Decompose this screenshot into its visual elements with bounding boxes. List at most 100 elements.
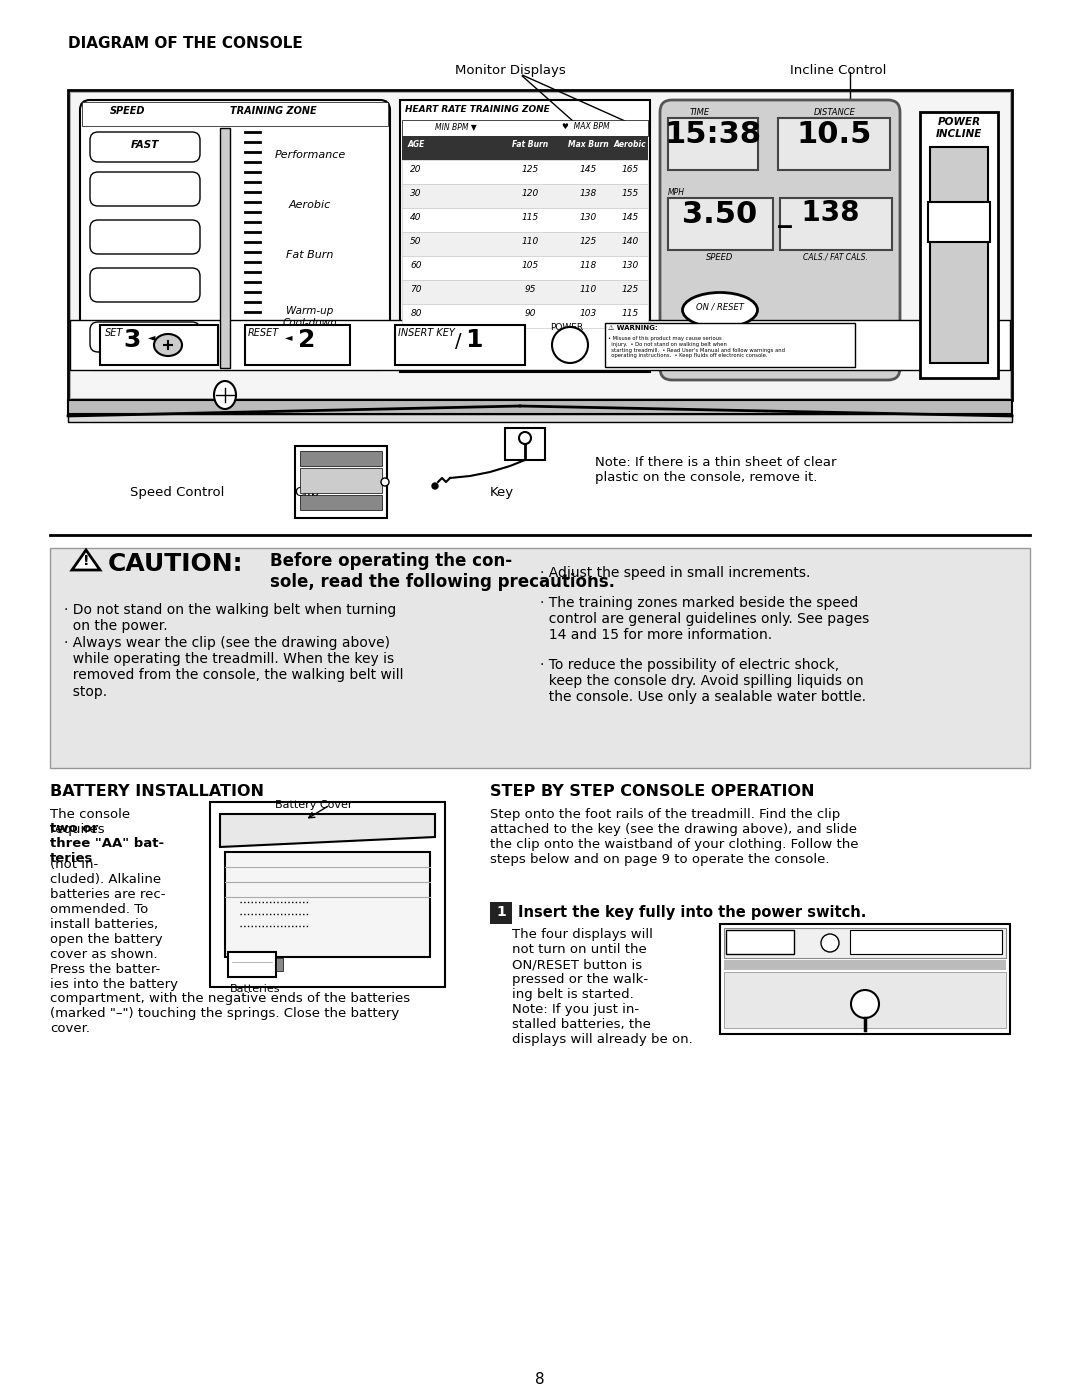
Bar	[70, 320, 1010, 370]
Text: starting treadmill
operating instruct: starting treadmill operating instruct	[885, 930, 922, 940]
Bar	[68, 414, 1012, 422]
Text: Incline Control: Incline Control	[789, 64, 887, 77]
Bar	[402, 208, 648, 232]
Bar	[245, 326, 350, 365]
Text: · Adjust the speed in small increments.: · Adjust the speed in small increments.	[540, 566, 810, 580]
Text: RESET: RESET	[248, 328, 280, 338]
Bar	[402, 120, 648, 136]
Text: The console
requires: The console requires	[50, 807, 130, 835]
FancyBboxPatch shape	[80, 101, 390, 370]
Text: 130: 130	[621, 261, 638, 270]
Text: 145: 145	[579, 165, 596, 175]
Text: MPH: MPH	[669, 189, 685, 197]
Text: 30: 30	[410, 189, 422, 198]
Bar	[850, 930, 1002, 954]
Text: 138: 138	[579, 189, 596, 198]
Bar	[210, 802, 445, 988]
Text: 125: 125	[621, 285, 638, 293]
Circle shape	[821, 935, 839, 951]
Bar	[669, 117, 758, 170]
Text: 8: 8	[536, 1372, 544, 1387]
Text: 40: 40	[410, 212, 422, 222]
Bar	[70, 92, 1010, 398]
Text: 60: 60	[410, 261, 422, 270]
Text: POWER
INCLINE: POWER INCLINE	[935, 117, 982, 138]
Bar	[228, 951, 276, 977]
Text: 110: 110	[579, 285, 596, 293]
Bar	[395, 326, 525, 365]
Text: 118: 118	[579, 261, 596, 270]
Text: Monitor Displays: Monitor Displays	[455, 64, 566, 77]
Text: Clip: Clip	[294, 486, 320, 499]
Text: 165: 165	[621, 165, 638, 175]
Text: CALS./ FAT CALS.: CALS./ FAT CALS.	[802, 253, 867, 263]
Text: ▼: ▼	[953, 332, 966, 351]
Bar	[669, 198, 773, 250]
Text: Fat Burn: Fat Burn	[512, 140, 548, 149]
Text: ▲: ▲	[953, 149, 966, 168]
Text: Step onto the foot rails of the treadmill. Find the clip
attached to the key (se: Step onto the foot rails of the treadmil…	[490, 807, 859, 866]
Text: 130: 130	[579, 212, 596, 222]
Bar	[300, 468, 382, 493]
Text: /: /	[455, 332, 461, 351]
Text: 115: 115	[621, 309, 638, 319]
Bar	[928, 203, 990, 242]
Circle shape	[851, 990, 879, 1018]
Text: 155: 155	[621, 189, 638, 198]
Text: BATTERY INSTALLATION: BATTERY INSTALLATION	[50, 784, 264, 799]
Bar	[490, 902, 512, 923]
Text: Performance: Performance	[274, 149, 346, 161]
Circle shape	[519, 432, 531, 444]
Text: SPEED: SPEED	[706, 253, 733, 263]
Bar	[724, 928, 1005, 958]
FancyBboxPatch shape	[90, 268, 200, 302]
Text: CAUTION:: CAUTION:	[108, 552, 243, 576]
Text: ◄: ◄	[148, 332, 156, 342]
FancyBboxPatch shape	[90, 131, 200, 162]
Text: DIAGRAM OF THE CONSOLE: DIAGRAM OF THE CONSOLE	[68, 36, 302, 52]
Bar	[300, 495, 382, 510]
Text: Insert the key fully into the power switch.: Insert the key fully into the power swit…	[518, 905, 866, 921]
Bar	[220, 129, 230, 367]
Text: Max Burn: Max Burn	[568, 140, 608, 149]
Bar	[726, 930, 794, 954]
Text: POWER: POWER	[815, 930, 835, 935]
Text: ♥  MAX BPM: ♥ MAX BPM	[562, 122, 609, 131]
Polygon shape	[220, 814, 435, 847]
Bar	[605, 323, 855, 367]
Text: Battery Cover: Battery Cover	[275, 800, 352, 810]
FancyBboxPatch shape	[90, 321, 200, 352]
Bar	[402, 279, 648, 305]
Text: 3.50: 3.50	[683, 200, 758, 229]
Circle shape	[432, 483, 438, 489]
Polygon shape	[72, 550, 100, 570]
Text: _ 138: _ 138	[778, 200, 860, 228]
Text: 140: 140	[621, 237, 638, 246]
Text: 105: 105	[522, 261, 539, 270]
FancyBboxPatch shape	[660, 101, 900, 380]
Bar	[724, 972, 1005, 1028]
Text: 115: 115	[522, 212, 539, 222]
Text: Batteries: Batteries	[230, 983, 281, 995]
Text: 125: 125	[522, 165, 539, 175]
Bar	[402, 184, 648, 208]
Bar	[276, 958, 283, 971]
Text: ON / RESET: ON / RESET	[697, 302, 744, 312]
Text: FAST: FAST	[131, 140, 159, 149]
Text: (not in-
cluded). Alkaline
batteries are rec-
ommended. To
install batteries,
op: (not in- cluded). Alkaline batteries are…	[50, 858, 178, 990]
Text: 1: 1	[792, 935, 801, 949]
Text: two or
three "AA" bat-
teries: two or three "AA" bat- teries	[50, 821, 164, 865]
Text: 80: 80	[410, 309, 422, 319]
Text: Key: Key	[490, 486, 514, 499]
Bar	[780, 198, 892, 250]
Text: 95: 95	[524, 285, 536, 293]
Text: 90: 90	[524, 309, 536, 319]
Text: 1: 1	[465, 328, 483, 352]
Ellipse shape	[683, 292, 757, 327]
Text: 50: 50	[410, 237, 422, 246]
Bar	[68, 400, 1012, 414]
Text: Aerobic: Aerobic	[613, 140, 646, 149]
Text: 70: 70	[410, 285, 422, 293]
Bar	[402, 136, 648, 161]
Text: MIN BPM ▼: MIN BPM ▼	[435, 122, 476, 131]
